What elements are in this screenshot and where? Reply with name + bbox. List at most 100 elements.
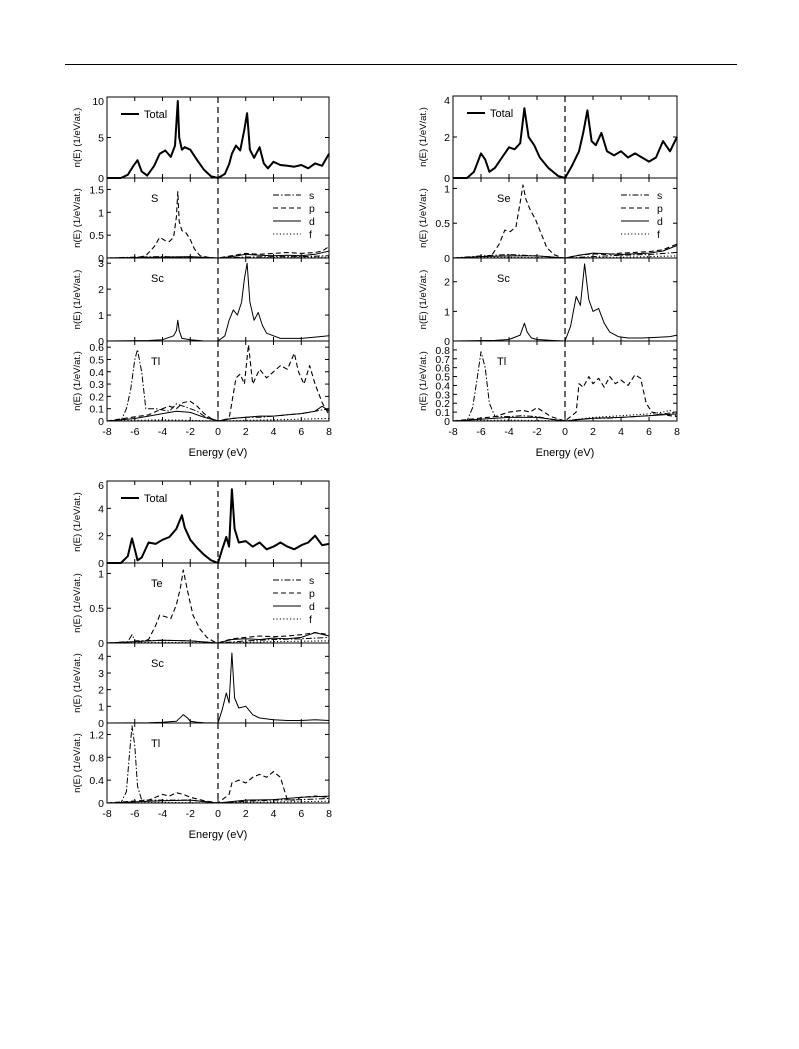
y-tick-label: 0 <box>444 173 450 185</box>
x-tick-label: -6 <box>130 426 139 438</box>
y-axis-label: n(E) (1/eV/at.) <box>418 270 429 330</box>
y-tick-label: 4 <box>98 503 104 515</box>
x-axis-label: Energy (eV) <box>189 829 248 841</box>
legend-label: Total <box>490 108 513 120</box>
y-tick-label: 1 <box>98 207 104 219</box>
y-tick-label: 1.2 <box>89 729 104 741</box>
legend-label: Total <box>144 109 167 121</box>
chart-1: 0 2 4 n(E) (1/eV/at.) Total 0 0.5 1 n(E) (1/eV/a… <box>418 95 680 459</box>
y-tick-label: 0.2 <box>435 398 450 410</box>
x-axis-label: Energy (eV) <box>189 447 248 459</box>
panel-label: Tl <box>497 356 506 368</box>
y-tick-label: 0 <box>444 416 450 428</box>
x-tick-label: 0 <box>215 426 221 438</box>
x-tick-label: -4 <box>158 426 167 438</box>
y-tick-label: 0 <box>444 253 450 265</box>
y-tick-label: 1 <box>98 310 104 322</box>
x-tick-label: 2 <box>243 426 249 438</box>
x-tick-label: -8 <box>102 426 111 438</box>
x-tick-label: -8 <box>102 808 111 820</box>
y-axis-label: n(E) (1/eV/at.) <box>72 573 83 633</box>
y-axis-label: n(E) (1/eV/at.) <box>72 733 83 793</box>
y-tick-label: 0.5 <box>435 372 450 384</box>
y-tick-label: 0 <box>98 718 104 730</box>
x-tick-label: 6 <box>298 426 304 438</box>
x-axis-label: Energy (eV) <box>536 447 595 459</box>
y-tick-label: 2 <box>444 277 450 289</box>
panel-1-3: 00.10.20.30.40.50.60.70.8 n(E) (1/eV/at.)… <box>418 340 678 428</box>
x-tick-label: -6 <box>476 426 485 438</box>
panel-2-2: 0 1 2 3 4 n(E) (1/eV/at.) Sc <box>72 642 330 730</box>
series-Total <box>453 107 678 179</box>
x-tick-label: -2 <box>532 426 541 438</box>
x-tick-label: 8 <box>326 426 332 438</box>
series-Total <box>107 488 330 564</box>
y-tick-label: 0.3 <box>89 379 104 391</box>
series-d <box>452 263 678 342</box>
series-p <box>106 771 330 804</box>
y-tick-label: 0.7 <box>435 354 450 366</box>
y-tick-label: 0 <box>98 798 104 810</box>
x-tick-label: 4 <box>271 426 277 438</box>
y-axis-label: n(E) (1/eV/at.) <box>72 351 83 411</box>
x-tick-label: -2 <box>186 426 195 438</box>
y-axis-label: n(E) (1/eV/at.) <box>72 108 83 168</box>
y-tick-label: 0.1 <box>435 407 450 419</box>
series-p <box>106 344 330 422</box>
legend-label: s <box>309 190 314 202</box>
panel-label: Tl <box>151 738 160 750</box>
y-tick-label: 2 <box>98 531 104 543</box>
y-axis-label: n(E) (1/eV/at.) <box>418 351 429 411</box>
x-tick-label: -8 <box>448 426 457 438</box>
panel-label: Sc <box>151 658 164 670</box>
legend-label: p <box>309 203 315 215</box>
x-tick-label: 4 <box>618 426 624 438</box>
y-tick-label: 0.4 <box>89 367 104 379</box>
y-tick-label: 1.5 <box>89 184 104 196</box>
series-f <box>452 409 678 422</box>
y-tick-label: 0 <box>98 336 104 348</box>
y-tick-label: 1 <box>444 306 450 318</box>
x-tick-label: 6 <box>298 808 304 820</box>
y-tick-label: 2 <box>98 685 104 697</box>
legend-label: s <box>657 190 662 202</box>
panel-0-2: 0 1 2 3 n(E) (1/eV/at.) Sc <box>72 257 330 348</box>
x-tick-label: -6 <box>130 808 139 820</box>
y-tick-label: 0.1 <box>89 404 104 416</box>
legend-label: s <box>309 575 314 587</box>
x-tick-label: -4 <box>158 808 167 820</box>
legend-label: d <box>657 216 663 228</box>
legend-label: d <box>309 216 315 228</box>
panel-label: Te <box>151 578 163 590</box>
series-p <box>452 374 678 422</box>
series-d <box>106 652 330 724</box>
y-tick-label: 0 <box>98 638 104 650</box>
series-d <box>106 405 330 422</box>
y-tick-label: 0.6 <box>89 342 104 354</box>
x-tick-label: 0 <box>562 426 568 438</box>
legend-label: d <box>309 601 315 613</box>
x-tick-label: 6 <box>646 426 652 438</box>
panel-1-2: 0 1 2 n(E) (1/eV/at.) Sc <box>418 257 678 348</box>
legend-label: f <box>309 614 312 626</box>
y-tick-label: 0.5 <box>89 603 104 615</box>
series-Total <box>107 100 330 179</box>
y-tick-label: 0.4 <box>435 380 450 392</box>
panel-label: Sc <box>497 273 510 285</box>
series-p <box>453 184 678 259</box>
x-tick-label: 2 <box>590 426 596 438</box>
y-tick-label: 0.2 <box>89 391 104 403</box>
y-tick-label: 0.3 <box>435 389 450 401</box>
legend-label: f <box>309 229 312 241</box>
y-axis-label: n(E) (1/eV/at.) <box>72 492 83 552</box>
legend-label: Total <box>144 493 167 505</box>
series-s <box>107 725 330 804</box>
series-p <box>107 569 330 644</box>
panel-2-3: 0 0.4 0.8 1.2 n(E) (1/eV/at.) Tl <box>72 722 330 810</box>
series-d <box>106 262 330 342</box>
series-d <box>106 632 330 644</box>
panel-label: Se <box>497 193 510 205</box>
